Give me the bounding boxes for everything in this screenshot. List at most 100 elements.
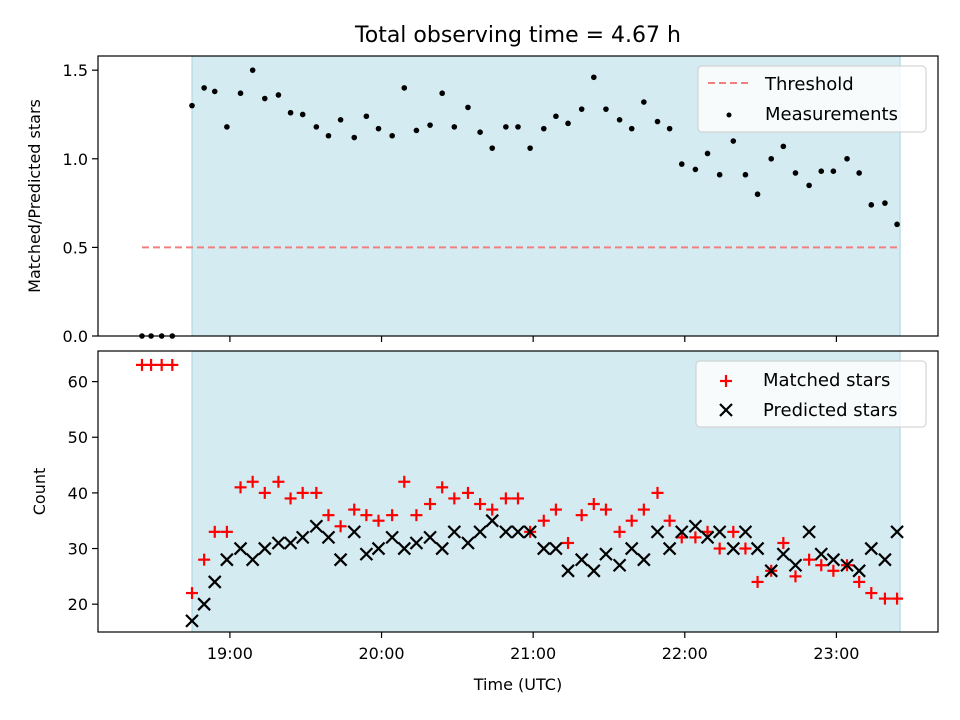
- predicted-star-point: [207, 575, 222, 589]
- matched-star-point: [461, 486, 474, 499]
- measurement-point: [780, 143, 787, 150]
- predicted-star-point: [726, 541, 741, 556]
- matched-star-point: [166, 358, 179, 371]
- xtick-label: 19:00: [207, 644, 253, 663]
- matched-star-point: [410, 509, 423, 522]
- legend-measurements-swatch: [726, 112, 732, 118]
- matched-star-point: [448, 492, 461, 505]
- measurement-point: [768, 155, 775, 162]
- measurement-point: [540, 125, 547, 132]
- ytick-label: 0.5: [63, 238, 88, 257]
- predicted-star-point: [814, 547, 829, 561]
- measurement-point: [553, 113, 559, 120]
- predicted-star-point: [599, 547, 613, 561]
- predicted-star-point: [309, 519, 324, 534]
- measurement-point: [465, 104, 471, 111]
- predicted-star-point: [712, 525, 727, 539]
- predicted-star-point: [185, 614, 199, 628]
- measurement-point: [894, 221, 900, 228]
- measurement-point: [527, 145, 533, 151]
- measurement-point: [603, 106, 609, 112]
- ytick-label: 50: [68, 428, 88, 447]
- matched-star-point: [372, 514, 385, 527]
- matched-star-point: [675, 531, 688, 544]
- predicted-star-point: [321, 530, 336, 545]
- matched-star-point: [651, 486, 664, 499]
- measurement-point: [868, 202, 875, 208]
- predicted-star-point: [802, 525, 816, 539]
- measurement-point: [792, 170, 799, 176]
- predicted-star-point: [788, 558, 803, 573]
- matched-star-point: [562, 536, 575, 549]
- predicted-star-point: [738, 525, 753, 539]
- legend-matched-label: Matched stars: [763, 370, 890, 391]
- matched-star-point: [663, 514, 676, 527]
- measurement-point: [275, 92, 282, 98]
- predicted-star-point: [233, 541, 248, 556]
- matched-star-point: [827, 564, 840, 577]
- predicted-star-point: [409, 536, 424, 550]
- measurement-point: [477, 129, 483, 136]
- measurement-point: [363, 113, 370, 120]
- matched-star-point: [777, 536, 790, 549]
- matched-star-point: [613, 525, 626, 538]
- measurement-point: [287, 109, 294, 116]
- measurement-point: [730, 138, 737, 144]
- matched-star-point: [739, 542, 752, 555]
- ytick-label: 20: [68, 595, 88, 614]
- measurement-point: [882, 200, 888, 206]
- matched-star-point: [499, 492, 512, 505]
- chart-title: Total observing time = 4.67 h: [354, 23, 681, 48]
- measurement-point: [565, 120, 571, 127]
- matched-star-point: [348, 503, 361, 516]
- matched-star-point: [751, 575, 764, 588]
- matched-star-point: [713, 542, 726, 555]
- matched-star-point: [803, 553, 816, 566]
- matched-star-point: [220, 525, 233, 538]
- matched-star-point: [537, 514, 550, 527]
- measurement-point: [515, 124, 521, 130]
- ytick-label: 30: [68, 540, 88, 559]
- measurement-point: [299, 111, 306, 118]
- matched-star-point: [145, 358, 158, 371]
- predicted-star-point: [197, 597, 211, 611]
- matched-star-point: [322, 509, 335, 522]
- measurement-point: [427, 122, 433, 128]
- matched-star-point: [186, 587, 199, 600]
- measurement-point: [337, 116, 344, 123]
- predicted-star-point: [688, 519, 703, 534]
- matched-star-point: [701, 525, 714, 538]
- predicted-star-point: [220, 552, 234, 567]
- count-panel-ylabel: Count: [30, 468, 49, 516]
- xtick-label: 21:00: [510, 644, 556, 663]
- measurement-point: [616, 116, 623, 123]
- predicted-star-point: [750, 541, 765, 556]
- predicted-star-point: [612, 558, 627, 573]
- measurement-point: [439, 90, 445, 97]
- matched-star-point: [198, 553, 211, 566]
- matched-star-point: [727, 525, 740, 538]
- ytick-label: 1.0: [63, 150, 88, 169]
- predicted-star-point: [549, 541, 563, 556]
- matched-star-point: [689, 531, 702, 544]
- predicted-star-point: [637, 552, 651, 567]
- predicted-star-point: [397, 541, 412, 556]
- matched-star-point: [310, 486, 323, 499]
- ytick-label: 40: [68, 484, 88, 503]
- measurement-point: [591, 74, 597, 81]
- measurement-point: [641, 99, 647, 105]
- matched-star-point: [436, 481, 449, 494]
- matched-star-point: [474, 498, 487, 511]
- predicted-star-point: [423, 530, 437, 545]
- predicted-star-point: [485, 513, 500, 528]
- predicted-star-point: [864, 541, 879, 556]
- legend-predicted-label: Predicted stars: [763, 400, 897, 421]
- ratio-panel-frame: [97, 55, 939, 337]
- measurement-point: [818, 168, 825, 174]
- measurement-point: [351, 134, 358, 141]
- ratio-panel-ylabel: Matched/Predicted stars: [25, 99, 44, 293]
- predicted-star-point: [371, 541, 386, 556]
- measurement-point: [401, 85, 408, 91]
- ytick-label: 60: [68, 373, 88, 392]
- measurement-point: [237, 90, 244, 97]
